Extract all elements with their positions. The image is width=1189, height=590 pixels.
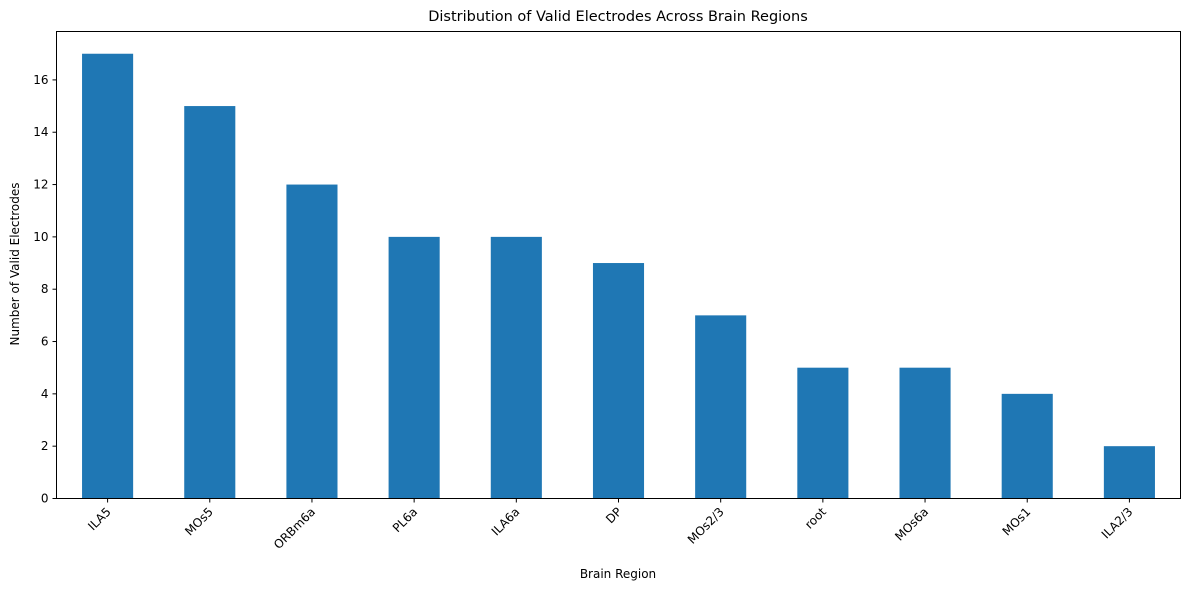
y-tick-label: 12 [33, 178, 48, 192]
bar-ila2-3 [1103, 446, 1155, 499]
y-axis-label: Number of Valid Electrodes [8, 183, 22, 346]
bar-mos6a [899, 367, 951, 499]
bar-dp [592, 263, 645, 499]
x-tick-label: ILA2/3 [1099, 505, 1136, 542]
y-tick-label: 10 [33, 230, 48, 244]
x-tick-label: DP [603, 505, 625, 527]
y-tick-label: 6 [41, 335, 49, 349]
chart-title: Distribution of Valid Electrodes Across … [428, 9, 808, 25]
bar-root [797, 367, 849, 499]
x-axis: ILA5 MOs5 ORBm6a PL6a ILA6a DP MOs2/3 root MOs6a… [85, 498, 1136, 552]
plot-frame [56, 31, 1181, 499]
x-tick-label: ILA6a [489, 505, 523, 539]
bar-mos2-3 [695, 315, 747, 499]
x-tick-label: MOs2/3 [685, 505, 727, 547]
x-axis-label: Brain Region [580, 567, 656, 581]
bar-mos5 [184, 106, 236, 499]
bar-ila5 [82, 53, 134, 499]
bar-pl6a [388, 236, 440, 499]
y-axis: 0 2 4 6 8 10 12 14 16 [33, 73, 57, 506]
bar-mos1 [1001, 393, 1053, 499]
y-tick-label: 16 [33, 73, 48, 87]
y-tick-label: 8 [41, 282, 49, 296]
bar-orbm6a [286, 184, 338, 499]
x-tick-label: MOs5 [182, 505, 216, 539]
y-tick-label: 14 [33, 125, 48, 139]
x-tick-label: root [802, 505, 829, 532]
x-tick-label: ILA5 [85, 505, 114, 534]
y-tick-label: 2 [41, 439, 49, 453]
x-tick-label: ORBm6a [271, 505, 318, 552]
x-tick-label: MOs1 [1000, 505, 1034, 539]
y-tick-label: 0 [41, 492, 49, 506]
bar-ila6a [490, 236, 542, 499]
x-tick-label: MOs6a [892, 505, 931, 544]
bars-group [82, 53, 1155, 499]
y-tick-label: 4 [41, 387, 49, 401]
x-tick-label: PL6a [390, 505, 420, 535]
